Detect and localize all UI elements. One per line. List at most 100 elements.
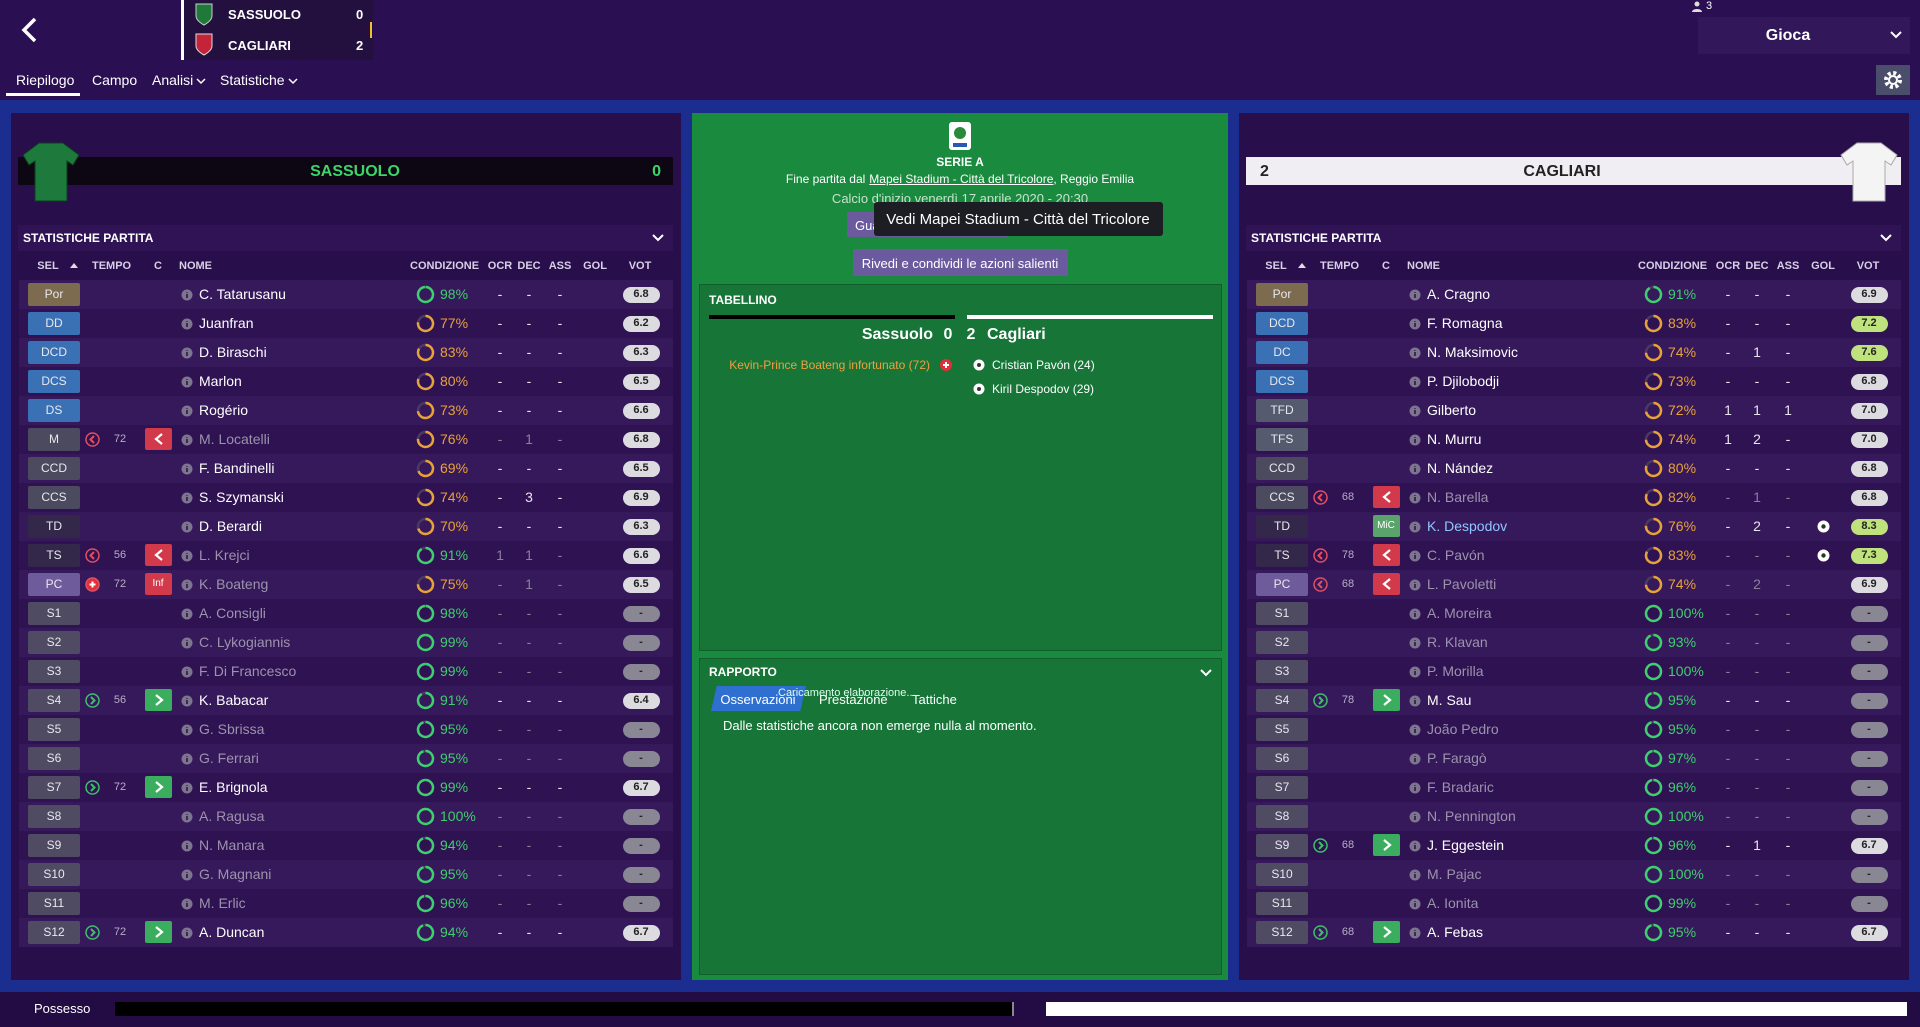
settings-button[interactable] [1876,65,1910,95]
player-name[interactable]: D. Berardi [199,518,263,534]
player-name[interactable]: D. Biraschi [199,344,267,360]
player-row[interactable]: S10 G. Magnani 95% - - - - [19,860,673,889]
column-header[interactable]: VOT [628,260,652,272]
player-row[interactable]: PC 72 Inf K. Boateng 75% - 1 - 6.5 [19,570,673,599]
player-row[interactable]: DS Rogério 73% - - - 6.6 [19,396,673,425]
player-name[interactable]: E. Brignola [199,779,268,795]
player-name[interactable]: M. Erlic [199,895,246,911]
venue-link[interactable]: Mapei Stadium - Città del Tricolore [869,172,1054,186]
column-header[interactable]: C [154,260,162,272]
player-name[interactable]: N. Nández [1427,460,1494,476]
player-row[interactable]: S10 M. Pajac 100% - - - - [1247,860,1901,889]
player-name[interactable]: A. Ragusa [199,808,265,824]
player-row[interactable]: CCD F. Bandinelli 69% - - - 6.5 [19,454,673,483]
player-name[interactable]: N. Maksimovic [1427,344,1519,360]
column-header[interactable]: ASS [1776,260,1800,272]
player-name[interactable]: G. Magnani [199,866,272,882]
player-row[interactable]: TFS N. Murru 74% 1 2 - 7.0 [1247,425,1901,454]
player-row[interactable]: PC 68 L. Pavoletti 74% - 2 - 6.9 [1247,570,1901,599]
column-header[interactable]: CONDIZIONE [410,260,480,272]
player-name[interactable]: A. Febas [1427,924,1484,940]
player-row[interactable]: DD Juanfran 77% - - - 6.2 [19,309,673,338]
player-row[interactable]: Por C. Tatarusanu 98% - - - 6.8 [19,280,673,309]
player-row[interactable]: S12 72 A. Duncan 94% - - - 6.7 [19,918,673,947]
player-row[interactable]: S9 N. Manara 94% - - - - [19,831,673,860]
tab[interactable]: Riepilogo [16,72,75,88]
player-name[interactable]: K. Despodov [1427,518,1508,534]
highlights-button[interactable]: Rivedi e condividi le azioni salienti [853,249,1068,276]
player-name[interactable]: L. Krejci [199,547,250,563]
player-name[interactable]: A. Duncan [199,924,265,940]
player-row[interactable]: DC N. Maksimovic 74% - 1 - 7.6 [1247,338,1901,367]
player-name[interactable]: Rogério [199,402,249,418]
player-name[interactable]: A. Ionita [1427,895,1479,911]
column-header[interactable]: C [1382,260,1390,272]
player-name[interactable]: F. Di Francesco [199,663,297,679]
player-name[interactable]: R. Klavan [1427,634,1488,650]
player-name[interactable]: C. Pavón [1427,547,1485,563]
player-name[interactable]: G. Ferrari [199,750,259,766]
player-row[interactable]: DCD F. Romagna 83% - - - 7.2 [1247,309,1901,338]
player-name[interactable]: N. Barella [1427,489,1489,505]
player-row[interactable]: S8 N. Pennington 100% - - - - [1247,802,1901,831]
player-name[interactable]: L. Pavoletti [1427,576,1497,592]
column-header[interactable]: TEMPO [92,260,132,272]
player-row[interactable]: S1 A. Moreira 100% - - - - [1247,599,1901,628]
player-name[interactable]: A. Consigli [199,605,266,621]
column-header[interactable]: DEC [1745,260,1769,272]
player-name[interactable]: N. Pennington [1427,808,1516,824]
player-row[interactable]: TS 78 C. Pavón 83% - - - 7.3 [1247,541,1901,570]
player-name[interactable]: F. Bradaric [1427,779,1494,795]
player-name[interactable]: M. Locatelli [199,431,270,447]
column-header[interactable]: NOME [1407,260,1440,272]
player-row[interactable]: S11 M. Erlic 96% - - - - [19,889,673,918]
player-name[interactable]: M. Sau [1427,692,1472,708]
player-row[interactable]: CCD N. Nández 80% - - - 6.8 [1247,454,1901,483]
column-header[interactable]: SEL [37,260,59,272]
player-row[interactable]: S2 R. Klavan 93% - - - - [1247,628,1901,657]
player-name[interactable]: Juanfran [199,315,254,331]
player-row[interactable]: S5 G. Sbrissa 95% - - - - [19,715,673,744]
player-name[interactable]: N. Murru [1427,431,1482,447]
player-row[interactable]: CCS S. Szymanski 74% - 3 - 6.9 [19,483,673,512]
column-header[interactable]: CONDIZIONE [1638,260,1708,272]
column-header[interactable]: DEC [517,260,541,272]
player-row[interactable]: S3 F. Di Francesco 99% - - - - [19,657,673,686]
player-name[interactable]: A. Cragno [1427,286,1491,302]
player-name[interactable]: C. Lykogiannis [199,634,291,650]
player-name[interactable]: G. Sbrissa [199,721,265,737]
back-button[interactable] [18,16,42,44]
player-name[interactable]: N. Manara [199,837,265,853]
chevron[interactable] [1200,669,1212,677]
player-name[interactable]: P. Morilla [1427,663,1484,679]
tab[interactable]: Analisi [152,72,194,88]
player-name[interactable]: C. Tatarusanu [199,286,286,302]
player-name[interactable]: K. Boateng [199,576,269,592]
column-header[interactable]: TEMPO [1320,260,1360,272]
player-row[interactable]: S11 A. Ionita 99% - - - - [1247,889,1901,918]
column-header[interactable]: SEL [1265,260,1287,272]
tab[interactable]: Prestazione [819,692,888,707]
player-row[interactable]: S5 João Pedro 95% - - - - [1247,715,1901,744]
player-name[interactable]: P. Djilobodji [1427,373,1500,389]
player-name[interactable]: K. Babacar [199,692,269,708]
column-header[interactable]: ASS [548,260,572,272]
tab[interactable]: Campo [92,72,138,88]
player-row[interactable]: DCS P. Djilobodji 73% - - - 6.8 [1247,367,1901,396]
player-row[interactable]: S6 P. Faragò 97% - - - - [1247,744,1901,773]
player-row[interactable]: S1 A. Consigli 98% - - - - [19,599,673,628]
tab-active[interactable]: Osservazioni [711,686,806,711]
player-row[interactable]: M 72 M. Locatelli 76% - 1 - 6.8 [19,425,673,454]
player-row[interactable]: TS 56 L. Krejci 91% 1 1 - 6.6 [19,541,673,570]
player-row[interactable]: S4 56 K. Babacar 91% - - - 6.4 [19,686,673,715]
player-name[interactable]: João Pedro [1427,721,1499,737]
player-row[interactable]: TD D. Berardi 70% - - - 6.3 [19,512,673,541]
player-row[interactable]: S2 C. Lykogiannis 99% - - - - [19,628,673,657]
player-row[interactable]: S3 P. Morilla 100% - - - - [1247,657,1901,686]
player-row[interactable]: TFD Gilberto 72% 1 1 1 7.0 [1247,396,1901,425]
player-name[interactable]: Gilberto [1427,402,1477,418]
player-row[interactable]: S9 68 J. Eggestein 96% - 1 - 6.7 [1247,831,1901,860]
player-row[interactable]: S8 A. Ragusa 100% - - - - [19,802,673,831]
player-row[interactable]: CCS 68 N. Barella 82% - 1 - 6.8 [1247,483,1901,512]
player-name[interactable]: Marlon [199,373,242,389]
